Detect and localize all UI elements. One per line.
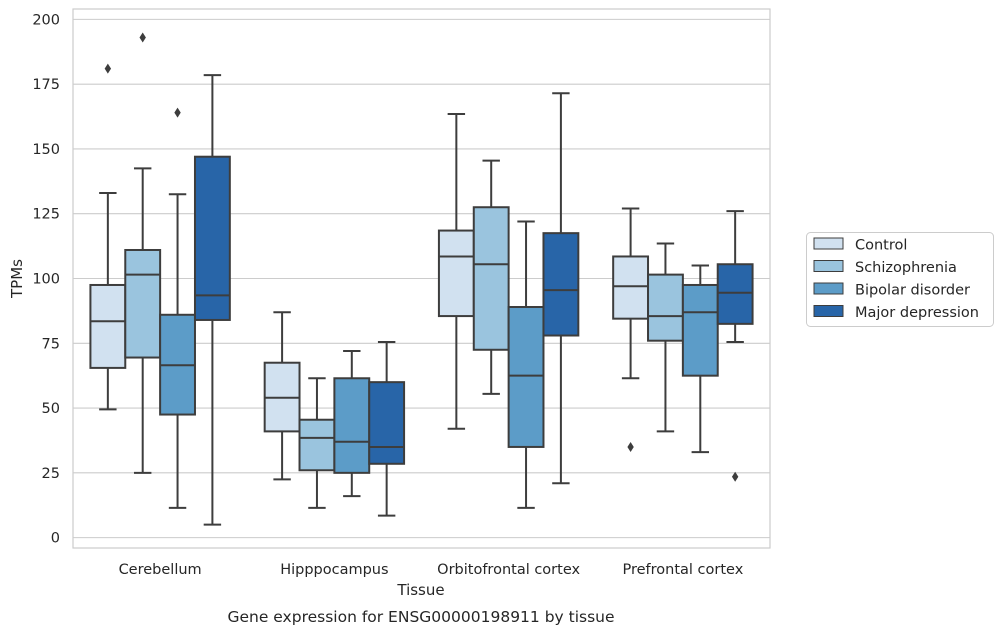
outlier-marker	[139, 32, 146, 43]
y-tick-label: 150	[32, 142, 60, 158]
outlier-marker	[104, 63, 112, 74]
legend-swatch	[813, 282, 844, 295]
y-tick-label: 75	[42, 336, 60, 352]
box-bipolar-disorder	[681, 264, 719, 454]
legend-label: Major depression	[855, 305, 979, 321]
box-bipolar-disorder	[507, 220, 545, 509]
x-axis-label: Tissue	[396, 581, 444, 599]
box-schizophrenia	[124, 32, 162, 474]
box-major-depression	[193, 74, 231, 526]
box-bipolar-disorder	[159, 107, 196, 509]
y-tick-label: 25	[42, 466, 60, 482]
legend-label: Schizophrenia	[855, 260, 957, 276]
box-body	[542, 232, 580, 337]
box-bipolar-disorder	[333, 350, 371, 498]
y-tick-label: 175	[32, 77, 60, 93]
legend: Control Schizophrenia Bipolar disorder Majo…	[806, 232, 994, 327]
box-body	[612, 255, 650, 320]
outlier-marker	[174, 107, 181, 118]
box-body	[647, 273, 684, 342]
box-body	[716, 263, 754, 325]
legend-label: Control	[855, 238, 907, 254]
legend-label: Bipolar disorder	[855, 283, 970, 299]
box-body	[89, 283, 127, 369]
box-body	[437, 229, 475, 318]
box-major-depression	[542, 92, 580, 485]
legend-swatch	[813, 305, 844, 317]
box-body	[333, 377, 371, 474]
box-control	[612, 207, 650, 452]
legend-swatch	[813, 237, 844, 250]
box-body	[507, 306, 545, 448]
chart-title: Gene expression for ENSG00000198911 by t…	[227, 608, 614, 626]
x-tick-label: Prefrontal cortex	[622, 562, 743, 578]
box-control	[89, 63, 127, 411]
y-tick-labels: 0 25 50 75 100 125 150 175 200	[32, 12, 60, 546]
outlier-marker	[627, 441, 634, 452]
y-axis-label: TPMs	[8, 259, 26, 299]
box-body	[681, 283, 719, 377]
box-control	[437, 112, 475, 430]
outlier-marker	[731, 471, 739, 482]
box-body	[124, 248, 162, 359]
box-body	[298, 418, 336, 472]
x-tick-label: Hipppocampus	[280, 562, 388, 578]
y-tick-label: 50	[42, 401, 60, 417]
plot-frame	[72, 8, 771, 549]
box-body	[193, 155, 231, 321]
box-control	[263, 311, 301, 481]
legend-swatch	[813, 260, 844, 272]
x-tick-label: Cerebellum	[119, 562, 202, 578]
box-body	[368, 381, 406, 465]
x-tick-labels: Cerebellum Hipppocampus Orbitofrontal cort…	[119, 562, 744, 578]
box-major-depression	[716, 210, 754, 482]
y-tick-label: 200	[32, 12, 60, 28]
y-tick-label: 0	[51, 531, 60, 547]
box-body	[472, 206, 510, 351]
x-tick-label: Orbitofrontal cortex	[437, 562, 580, 578]
legend-frame	[806, 232, 994, 327]
box-schizophrenia	[472, 159, 510, 395]
box-schizophrenia	[647, 242, 684, 433]
y-tick-label: 125	[32, 207, 60, 223]
y-tick-label: 100	[32, 272, 60, 288]
box-major-depression	[368, 340, 406, 517]
box-schizophrenia	[298, 377, 336, 509]
boxes	[89, 32, 754, 526]
